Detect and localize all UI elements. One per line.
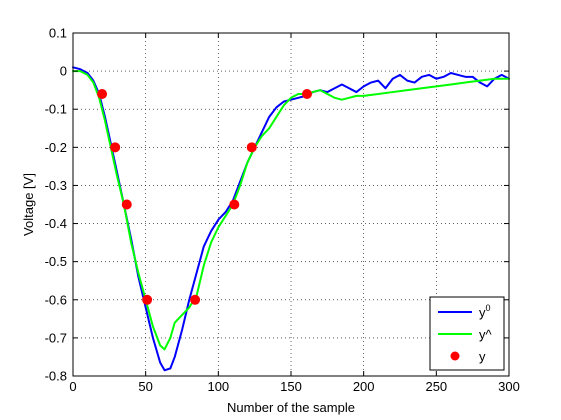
legend-label: y^ [479, 327, 493, 342]
data-point [301, 88, 312, 99]
legend-label: y0 [479, 303, 491, 320]
y-tick-label: -0.3 [45, 178, 67, 193]
series-line-1 [72, 70, 510, 351]
x-tick-label: 0 [69, 379, 76, 394]
series-line-0 [72, 66, 510, 372]
data-point [97, 88, 108, 99]
y-tick-label: -0.5 [45, 254, 67, 269]
data-point [229, 199, 240, 210]
y-axis-label: Voltage [V] [21, 173, 36, 236]
y-tick-label: -0.2 [45, 140, 67, 155]
x-tick-label: 100 [207, 379, 229, 394]
legend-label-text: y [479, 349, 486, 364]
legend-label-superscript: 0 [486, 303, 491, 313]
y-tick-label: 0 [60, 64, 67, 79]
x-tick-label: 50 [138, 379, 152, 394]
data-point [110, 142, 121, 153]
x-tick-label: 200 [353, 379, 375, 394]
legend-label: y [479, 349, 486, 364]
x-tick-label: 300 [498, 379, 520, 394]
ticks [72, 32, 510, 377]
data-point [190, 294, 201, 305]
y-tick-label: -0.4 [45, 216, 67, 231]
series-layer [72, 66, 510, 372]
y-tick-label: -0.8 [45, 369, 67, 384]
y-tick-label: -0.1 [45, 102, 67, 117]
x-tick-label: 150 [280, 379, 302, 394]
x-axis-label: Number of the sample [227, 400, 355, 415]
tick-labels: 0 50 100 150 200 250 300 0.1 0 -0.1 -0.2 -0.3 -0.4 -0… [45, 26, 520, 395]
y-tick-label: -0.6 [45, 292, 67, 307]
legend-marker-swatch [450, 351, 460, 361]
legend-label-text: y [479, 305, 486, 320]
data-point [121, 199, 132, 210]
legend: y0y^y [429, 296, 505, 371]
y-tick-label: 0.1 [49, 26, 67, 41]
y-tick-label: -0.7 [45, 330, 67, 345]
x-tick-label: 250 [425, 379, 447, 394]
legend-label-text: y^ [479, 327, 493, 342]
data-point [246, 142, 257, 153]
data-point [142, 294, 153, 305]
